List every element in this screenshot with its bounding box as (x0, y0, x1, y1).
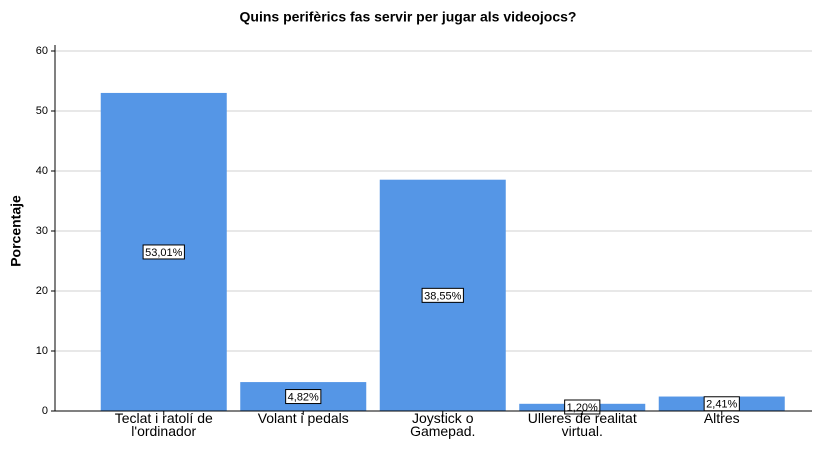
y-tick-label: 10 (36, 345, 48, 357)
data-label: 38,55% (424, 290, 462, 302)
y-tick-label: 30 (36, 225, 48, 237)
y-tick-label: 50 (36, 105, 48, 117)
y-tick-label: 20 (36, 285, 48, 297)
data-label: 53,01% (145, 247, 183, 259)
x-tick-label: Joystick o Gamepad. (410, 410, 476, 439)
y-tick-label: 0 (42, 405, 48, 417)
data-label: 4,82% (288, 391, 319, 403)
x-tick-label: Altres (703, 410, 740, 426)
chart-title: Quins perifèrics fas servir per jugar al… (240, 9, 577, 25)
data-label: 2,41% (706, 399, 737, 411)
y-tick-label: 40 (36, 165, 48, 177)
x-tick-label: Ulleres de realitat virtual. (527, 410, 637, 439)
y-tick-label: 60 (36, 45, 48, 57)
x-tick-label: Volant i pedals (257, 410, 349, 426)
y-axis-title: Porcentaje (8, 195, 24, 267)
data-label-box (285, 389, 322, 405)
x-tick-label: Teclat i ratolí de l'ordinador (114, 410, 213, 439)
data-label-box (142, 244, 185, 260)
data-label-box (421, 287, 464, 303)
